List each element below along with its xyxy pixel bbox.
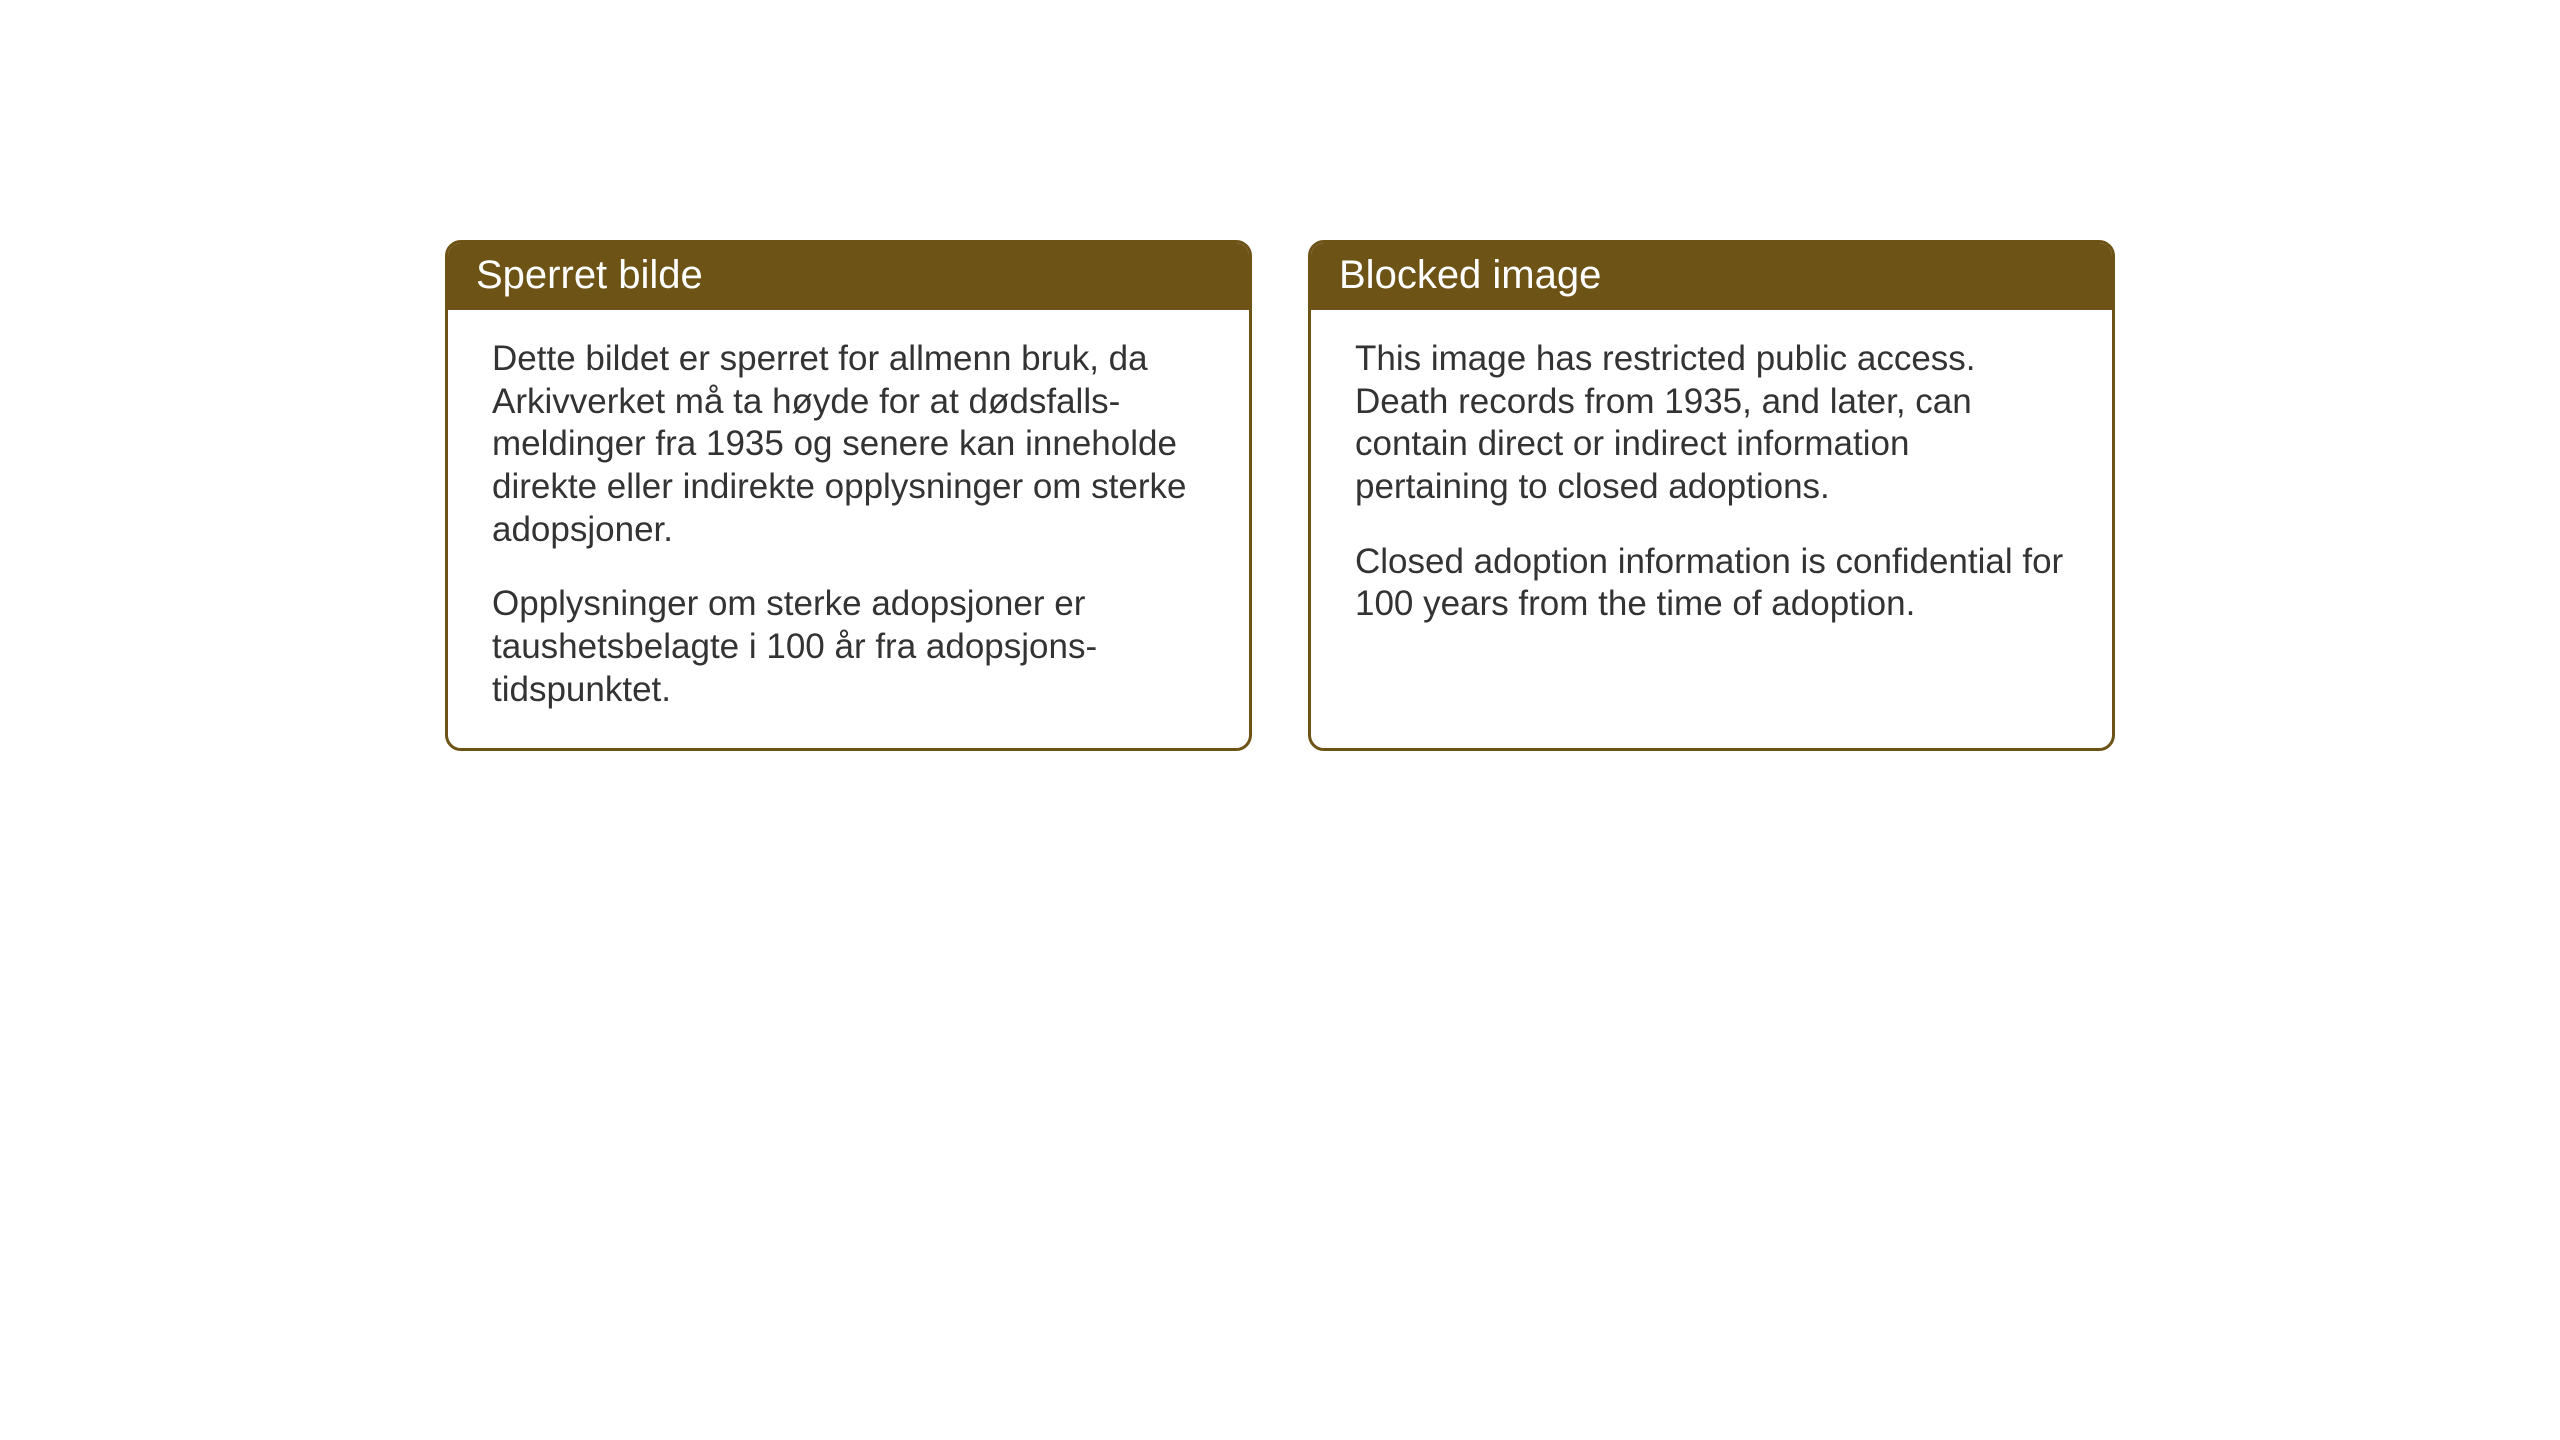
cards-container: Sperret bilde Dette bildet er sperret fo…: [445, 240, 2115, 751]
card-paragraph-english-1: This image has restricted public access.…: [1355, 338, 2068, 509]
card-header-norwegian: Sperret bilde: [448, 243, 1249, 310]
card-paragraph-english-2: Closed adoption information is confident…: [1355, 541, 2068, 626]
card-header-english: Blocked image: [1311, 243, 2112, 310]
card-body-english: This image has restricted public access.…: [1311, 310, 2112, 662]
card-title-english: Blocked image: [1339, 253, 1601, 297]
card-title-norwegian: Sperret bilde: [476, 253, 703, 297]
card-paragraph-norwegian-2: Opplysninger om sterke adopsjoner er tau…: [492, 583, 1205, 711]
blocked-image-card-norwegian: Sperret bilde Dette bildet er sperret fo…: [445, 240, 1252, 751]
blocked-image-card-english: Blocked image This image has restricted …: [1308, 240, 2115, 751]
card-body-norwegian: Dette bildet er sperret for allmenn bruk…: [448, 310, 1249, 748]
card-paragraph-norwegian-1: Dette bildet er sperret for allmenn bruk…: [492, 338, 1205, 551]
